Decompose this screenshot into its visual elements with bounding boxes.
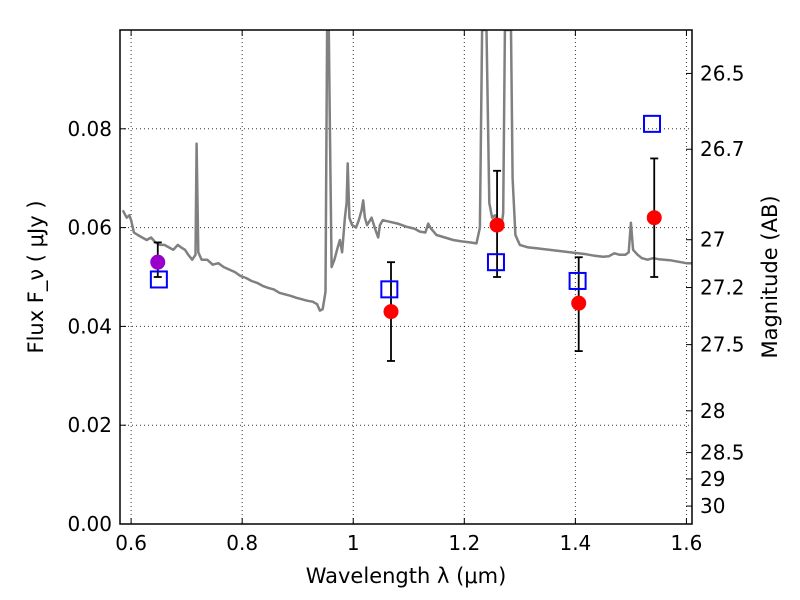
y-tick-label: 0.08	[67, 117, 112, 141]
right-tick-label: 30	[700, 494, 725, 518]
x-tick-label: 0.6	[115, 531, 147, 555]
y-axis-label: Flux F_ν ( μJy )	[24, 200, 49, 353]
plot-frame	[119, 29, 693, 525]
data-point	[150, 254, 166, 270]
y-tick-label: 0.06	[67, 216, 112, 240]
x-tick-label: 1.4	[559, 531, 591, 555]
right-tick-label: 28	[700, 399, 725, 423]
right-tick-label: 28.5	[700, 441, 745, 465]
labels: 0.6 0.8 1 1.2 1.4 1.6 0.00 0.02 0.04 0.06 0.08 26.5…	[67, 61, 744, 555]
series-layer	[121, 30, 692, 362]
x-tick-label: 1.6	[671, 531, 703, 555]
ticks	[120, 30, 692, 525]
data-point	[571, 295, 587, 311]
right-tick-label: 27.5	[700, 333, 745, 357]
x-axis-label: Wavelength λ (μm)	[306, 564, 507, 588]
right-tick-label: 26.5	[700, 61, 745, 85]
data-point	[646, 210, 662, 226]
model-point	[568, 271, 587, 290]
x-tick-label: 1.2	[448, 531, 480, 555]
right-tick-label: 27	[700, 228, 725, 252]
model-point	[380, 280, 399, 299]
x-tick-label: 1	[347, 531, 360, 555]
y-tick-label: 0.00	[67, 512, 112, 536]
grid	[120, 30, 692, 525]
right-tick-label: 26.7	[700, 137, 745, 161]
y-tick-label: 0.02	[67, 413, 112, 437]
model-spectrum-line	[121, 30, 692, 312]
model-point	[486, 253, 505, 272]
data-point	[489, 217, 505, 233]
right-axis-label: Magnitude (AB)	[758, 195, 782, 358]
right-tick-label: 29	[700, 467, 725, 491]
data-point	[383, 304, 399, 320]
model-point	[643, 114, 662, 133]
model-point	[149, 270, 168, 289]
y-tick-label: 0.04	[67, 314, 112, 338]
x-tick-label: 0.8	[226, 531, 258, 555]
right-tick-label: 27.2	[700, 276, 745, 300]
